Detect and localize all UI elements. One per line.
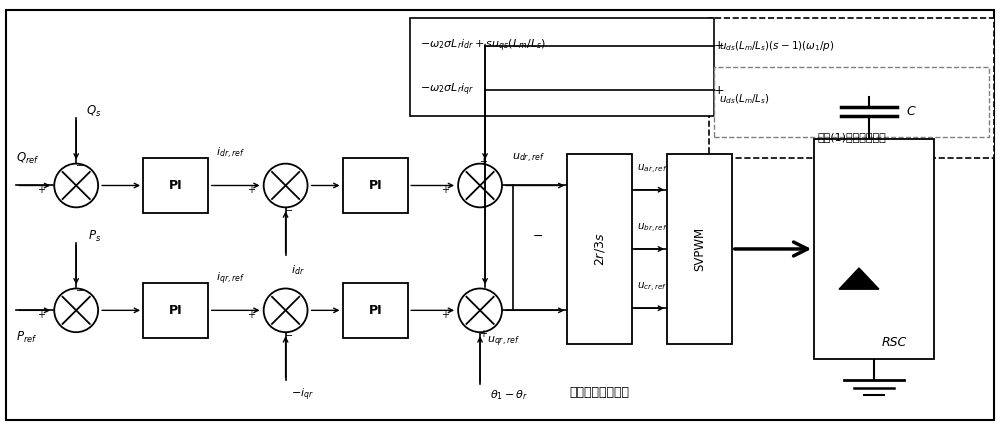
Bar	[143, 158, 208, 213]
Text: $u_{qr,ref}$: $u_{qr,ref}$	[487, 335, 520, 349]
Text: SVPWM: SVPWM	[693, 227, 706, 271]
Text: $\theta_1-\theta_r$: $\theta_1-\theta_r$	[490, 388, 528, 402]
Text: $u_{ds}(L_m/L_s)(s-1)(\omega_1/p)$: $u_{ds}(L_m/L_s)(s-1)(\omega_1/p)$	[719, 39, 835, 53]
Text: $-$: $-$	[284, 204, 293, 214]
Text: PI: PI	[369, 179, 382, 192]
Bar	[714, 67, 989, 137]
Text: $-$: $-$	[284, 328, 293, 339]
Text: PI: PI	[169, 304, 183, 317]
Text: 公式(1)给出的表达式: 公式(1)给出的表达式	[817, 132, 886, 142]
Text: 传统矢量控制策略: 传统矢量控制策略	[570, 386, 630, 399]
Text: +: +	[441, 185, 449, 195]
Text: $2r/3s$: $2r/3s$	[593, 232, 607, 266]
Text: $Q_s$: $Q_s$	[86, 104, 102, 119]
Text: PI: PI	[369, 304, 382, 317]
Bar	[343, 158, 408, 213]
Text: $i_{qr,ref}$: $i_{qr,ref}$	[216, 271, 245, 287]
Text: +: +	[714, 39, 725, 52]
Text: +: +	[37, 185, 45, 195]
Text: +: +	[441, 310, 449, 320]
Bar	[814, 139, 934, 359]
Text: $u_{br,ref}$: $u_{br,ref}$	[637, 222, 668, 235]
Text: RSC: RSC	[881, 336, 907, 348]
Text: $P_{ref}$: $P_{ref}$	[16, 330, 38, 345]
Text: +: +	[247, 310, 255, 320]
Text: $u_{ds}(L_m/L_s)$: $u_{ds}(L_m/L_s)$	[719, 92, 770, 106]
Bar	[410, 18, 714, 115]
Text: $-\omega_2\sigma L_r i_{qr}$: $-\omega_2\sigma L_r i_{qr}$	[420, 82, 474, 98]
Bar	[667, 154, 732, 344]
Text: $-$: $-$	[532, 229, 544, 242]
Text: $i_{dr,ref}$: $i_{dr,ref}$	[216, 146, 245, 161]
Text: $P_s$: $P_s$	[88, 229, 101, 244]
Text: +: +	[479, 157, 487, 167]
Text: $-i_{qr}$: $-i_{qr}$	[291, 387, 314, 403]
Text: PI: PI	[169, 179, 183, 192]
Text: $u_{dr,ref}$: $u_{dr,ref}$	[512, 151, 545, 164]
Text: $-$: $-$	[75, 284, 84, 294]
Text: +: +	[714, 84, 725, 97]
Bar	[143, 283, 208, 338]
Bar	[567, 154, 632, 344]
Polygon shape	[839, 268, 879, 289]
Text: $i_{dr}$: $i_{dr}$	[291, 263, 304, 277]
Text: $-$: $-$	[75, 159, 84, 169]
Text: C: C	[906, 105, 915, 118]
Text: +: +	[247, 185, 255, 195]
Text: +: +	[37, 310, 45, 320]
Bar	[343, 283, 408, 338]
Text: $u_{ar,ref}$: $u_{ar,ref}$	[637, 163, 668, 176]
Text: $Q_{ref}$: $Q_{ref}$	[16, 150, 40, 166]
Text: +: +	[479, 328, 487, 339]
Bar	[709, 18, 994, 158]
Text: $u_{cr,ref}$: $u_{cr,ref}$	[637, 281, 667, 294]
Text: $-\omega_2\sigma L_r i_{dr} + su_{qs}(L_m/L_s)$: $-\omega_2\sigma L_r i_{dr} + su_{qs}(L_…	[420, 37, 546, 54]
